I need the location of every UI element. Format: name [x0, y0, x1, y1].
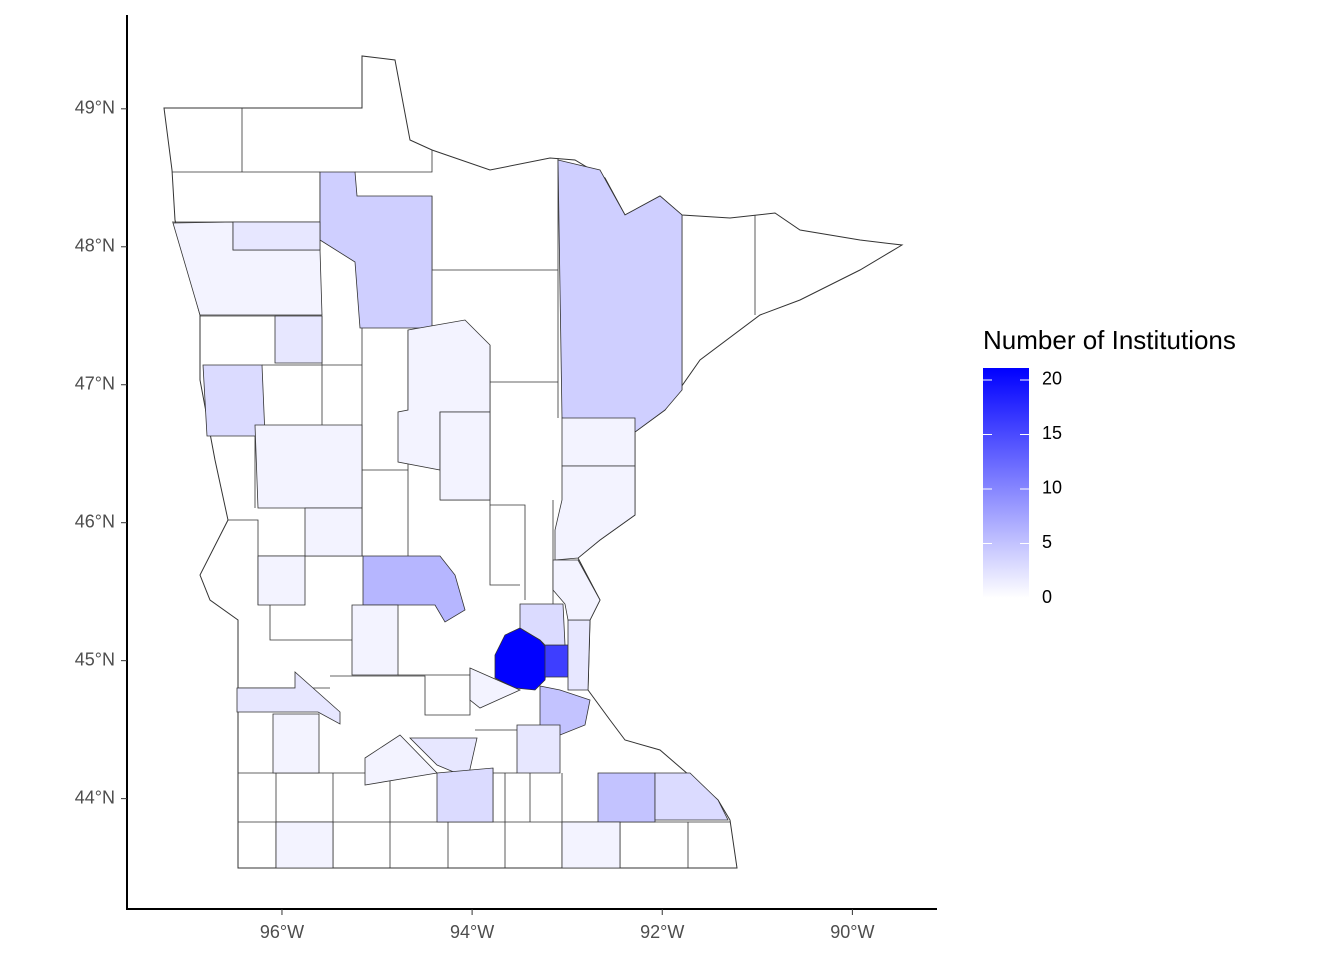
county	[567, 619, 591, 691]
county	[254, 424, 363, 509]
legend-tick-label: 0	[1042, 587, 1052, 607]
x-tick-label: 90°W	[830, 922, 874, 942]
legend-tick-label: 20	[1042, 369, 1062, 389]
county	[597, 772, 656, 823]
legend-tick-label: 5	[1042, 532, 1052, 552]
county	[304, 507, 363, 557]
county	[272, 713, 320, 774]
y-tick-label: 44°N	[75, 787, 115, 807]
county	[257, 555, 306, 606]
county	[561, 417, 636, 467]
county	[351, 604, 399, 676]
county	[561, 821, 621, 869]
legend-tick-label: 15	[1042, 423, 1062, 443]
county	[557, 159, 683, 433]
county	[554, 465, 636, 561]
x-tick-label: 92°W	[640, 922, 684, 942]
county	[654, 772, 729, 821]
county	[544, 644, 569, 678]
county	[274, 315, 323, 364]
county	[469, 667, 521, 709]
county	[232, 221, 321, 251]
county	[436, 767, 494, 823]
county	[236, 671, 341, 725]
county	[516, 724, 561, 774]
x-tick-label: 94°W	[450, 922, 494, 942]
county	[519, 603, 566, 646]
legend-tick-label: 10	[1042, 478, 1062, 498]
y-tick-label: 46°N	[75, 511, 115, 531]
legend-title: Number of Institutions	[983, 325, 1236, 355]
y-tick-label: 49°N	[75, 98, 115, 118]
x-tick-label: 96°W	[260, 922, 304, 942]
colorbar	[983, 368, 1029, 598]
y-tick-label: 47°N	[75, 373, 115, 393]
county	[275, 821, 334, 869]
y-tick-label: 45°N	[75, 649, 115, 669]
county	[552, 559, 601, 621]
y-tick-label: 48°N	[75, 236, 115, 256]
county	[439, 411, 491, 501]
